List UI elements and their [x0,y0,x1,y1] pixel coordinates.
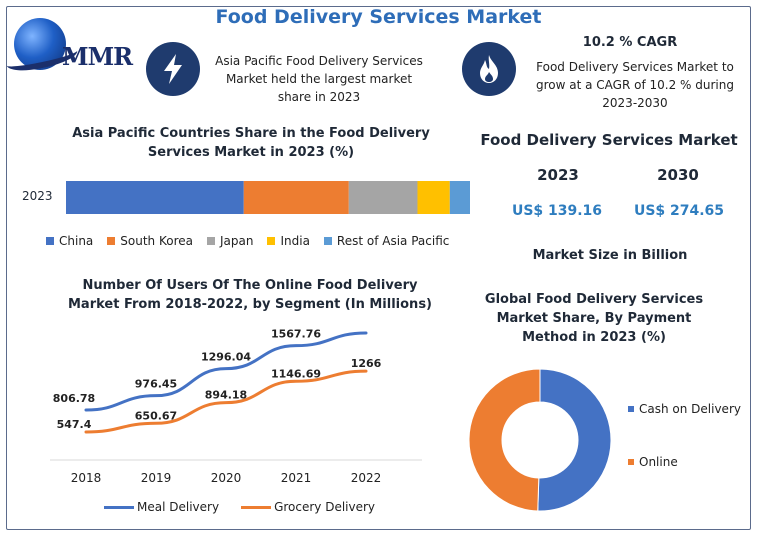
payment-chart-title: Global Food Delivery Services Market Sha… [484,292,704,345]
cagr-text: Food Delivery Services Market to grow at… [536,60,734,110]
legend-cash-on-delivery: Cash on Delivery [628,402,741,416]
x-tick-2019: 2019 [141,471,172,485]
legend-japan: Japan [207,234,253,248]
x-tick-2021: 2021 [281,471,312,485]
page-title: Food Delivery Services Market [215,6,542,28]
users-chart-title: Number Of Users Of The Online Food Deliv… [68,278,432,312]
bar-segment-china [66,181,244,214]
share-chart-title: Asia Pacific Countries Share in the Food… [72,126,430,160]
market-year-2030: 2030 [657,166,699,184]
bar-segment-south-korea [243,181,349,214]
data-label-meal-2022: 1717.99 [341,326,391,328]
data-label-meal-2018: 806.78 [53,392,95,405]
x-tick-2020: 2020 [211,471,242,485]
logo-text: MMR [62,42,133,71]
infographic-frame [6,6,751,530]
bar-segment-japan [348,181,418,214]
market-value-2023: US$ 139.16 [511,203,603,219]
market-year-2023: 2023 [537,166,579,184]
market-size-title: Food Delivery Services Market [480,131,738,149]
data-label-meal-2021: 1567.76 [271,328,321,341]
data-label-grocery-2019: 650.67 [135,409,177,422]
flame-icon [462,42,516,96]
data-label-grocery-2021: 1146.69 [271,367,321,380]
payment-donut-chart [468,368,612,512]
legend-meal-delivery: Meal Delivery [104,500,219,514]
share-chart-year-label: 2023 [22,189,53,203]
x-tick-2018: 2018 [71,471,102,485]
users-line-chart: 806.78 976.45 1296.04 1567.76 1717.99 547.4 65… [50,326,422,485]
share-stacked-bar [66,181,470,214]
data-label-grocery-2018: 547.4 [57,418,92,431]
cagr-title: 10.2 % CAGR [582,35,678,50]
data-label-meal-2019: 976.45 [135,378,177,391]
lightning-icon [146,42,200,96]
globe-icon [14,18,66,70]
series-line-grocery-delivery [84,369,368,434]
legend-china: China [46,234,93,248]
users-legend: Meal Delivery Grocery Delivery [104,500,375,514]
series-line-meal-delivery [84,331,368,412]
x-tick-2022: 2022 [351,471,382,485]
donut-slice-online [468,368,541,512]
market-size-footer: Market Size in Billion [532,248,688,263]
legend-south-korea: South Korea [107,234,193,248]
highlight-apac-text: Asia Pacific Food Delivery Services Mark… [215,54,423,104]
legend-online: Online [628,455,678,469]
legend-rest: Rest of Asia Pacific [323,234,449,248]
bar-segment-india [417,181,450,214]
bar-segment-rest-of-asia-pacific [449,181,470,214]
data-label-meal-2020: 1296.04 [201,351,251,364]
donut-slice-cash-on-delivery [537,368,612,512]
legend-india: India [267,234,310,248]
share-legend: China South Korea Japan India Rest of As… [46,234,476,248]
data-label-grocery-2022: 1266 [351,357,382,370]
legend-grocery-delivery: Grocery Delivery [241,500,375,514]
market-value-2030: US$ 274.65 [633,203,725,219]
data-label-grocery-2020: 894.18 [205,389,247,402]
